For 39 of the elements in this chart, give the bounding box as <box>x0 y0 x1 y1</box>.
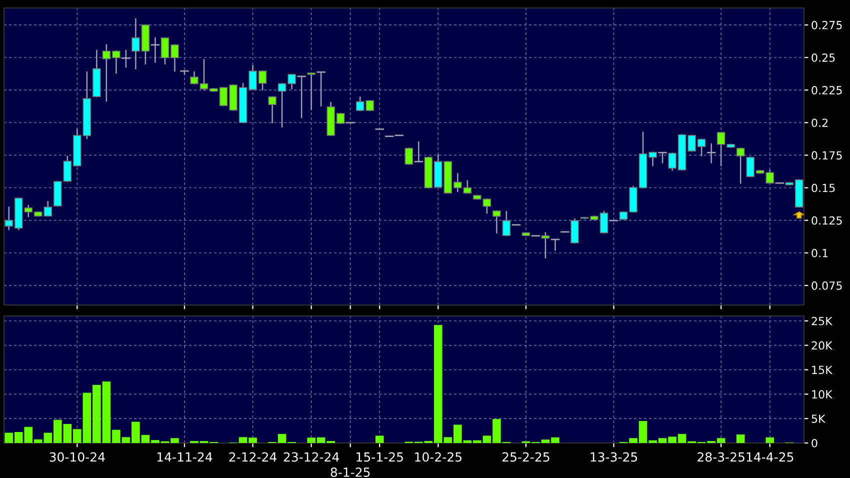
y-tick-label: 0.25 <box>812 53 835 62</box>
x-tick-label: 2-12-24 <box>229 452 276 462</box>
y-tick-label: 20K <box>812 341 833 350</box>
y-tick-label: 0.1 <box>812 248 828 258</box>
y-tick-label: 0.175 <box>812 151 842 160</box>
candlestick <box>492 210 501 234</box>
x-tick-label: 8-1-25 <box>330 467 370 477</box>
candlestick <box>414 141 424 162</box>
y-tick-label: 5K <box>812 414 826 423</box>
candlestick <box>706 143 716 164</box>
y-tick-label: 10K <box>812 390 833 399</box>
y-tick-label: 0.2 <box>812 118 828 128</box>
bar <box>375 436 384 443</box>
x-tick-label: 15-1-25 <box>356 452 403 462</box>
candlestick <box>316 71 326 106</box>
x-tick-label: 30-10-24 <box>50 452 105 462</box>
candlestick <box>658 152 667 164</box>
x-tick-label: 28-3-25 <box>698 452 744 462</box>
candlestick <box>150 37 160 63</box>
y-tick-label: 0.125 <box>812 216 842 225</box>
y-tick-label: 0 <box>812 438 818 448</box>
y-tick-label: 0.075 <box>812 281 842 290</box>
y-tick-label: 25K <box>812 316 833 326</box>
candlestick <box>122 50 130 68</box>
candlestick <box>736 148 745 184</box>
y-tick-label: 15K <box>812 366 833 374</box>
candlestick <box>268 96 276 124</box>
y-tick-label: 0.15 <box>812 184 835 192</box>
x-tick-label: 14-4-25 <box>746 452 794 462</box>
x-tick-label: 23-12-24 <box>284 452 339 462</box>
y-tick-label: 0.275 <box>812 20 842 30</box>
x-tick-label: 13-3-25 <box>590 452 638 462</box>
bar <box>736 434 745 443</box>
candlestick <box>297 76 306 118</box>
x-tick-label: 25-2-25 <box>502 452 550 462</box>
x-tick-label: 14-11-24 <box>157 452 212 462</box>
bar <box>766 437 774 443</box>
x-tick-label: 10-2-25 <box>415 452 462 462</box>
y-tick-label: 0.225 <box>812 86 842 94</box>
